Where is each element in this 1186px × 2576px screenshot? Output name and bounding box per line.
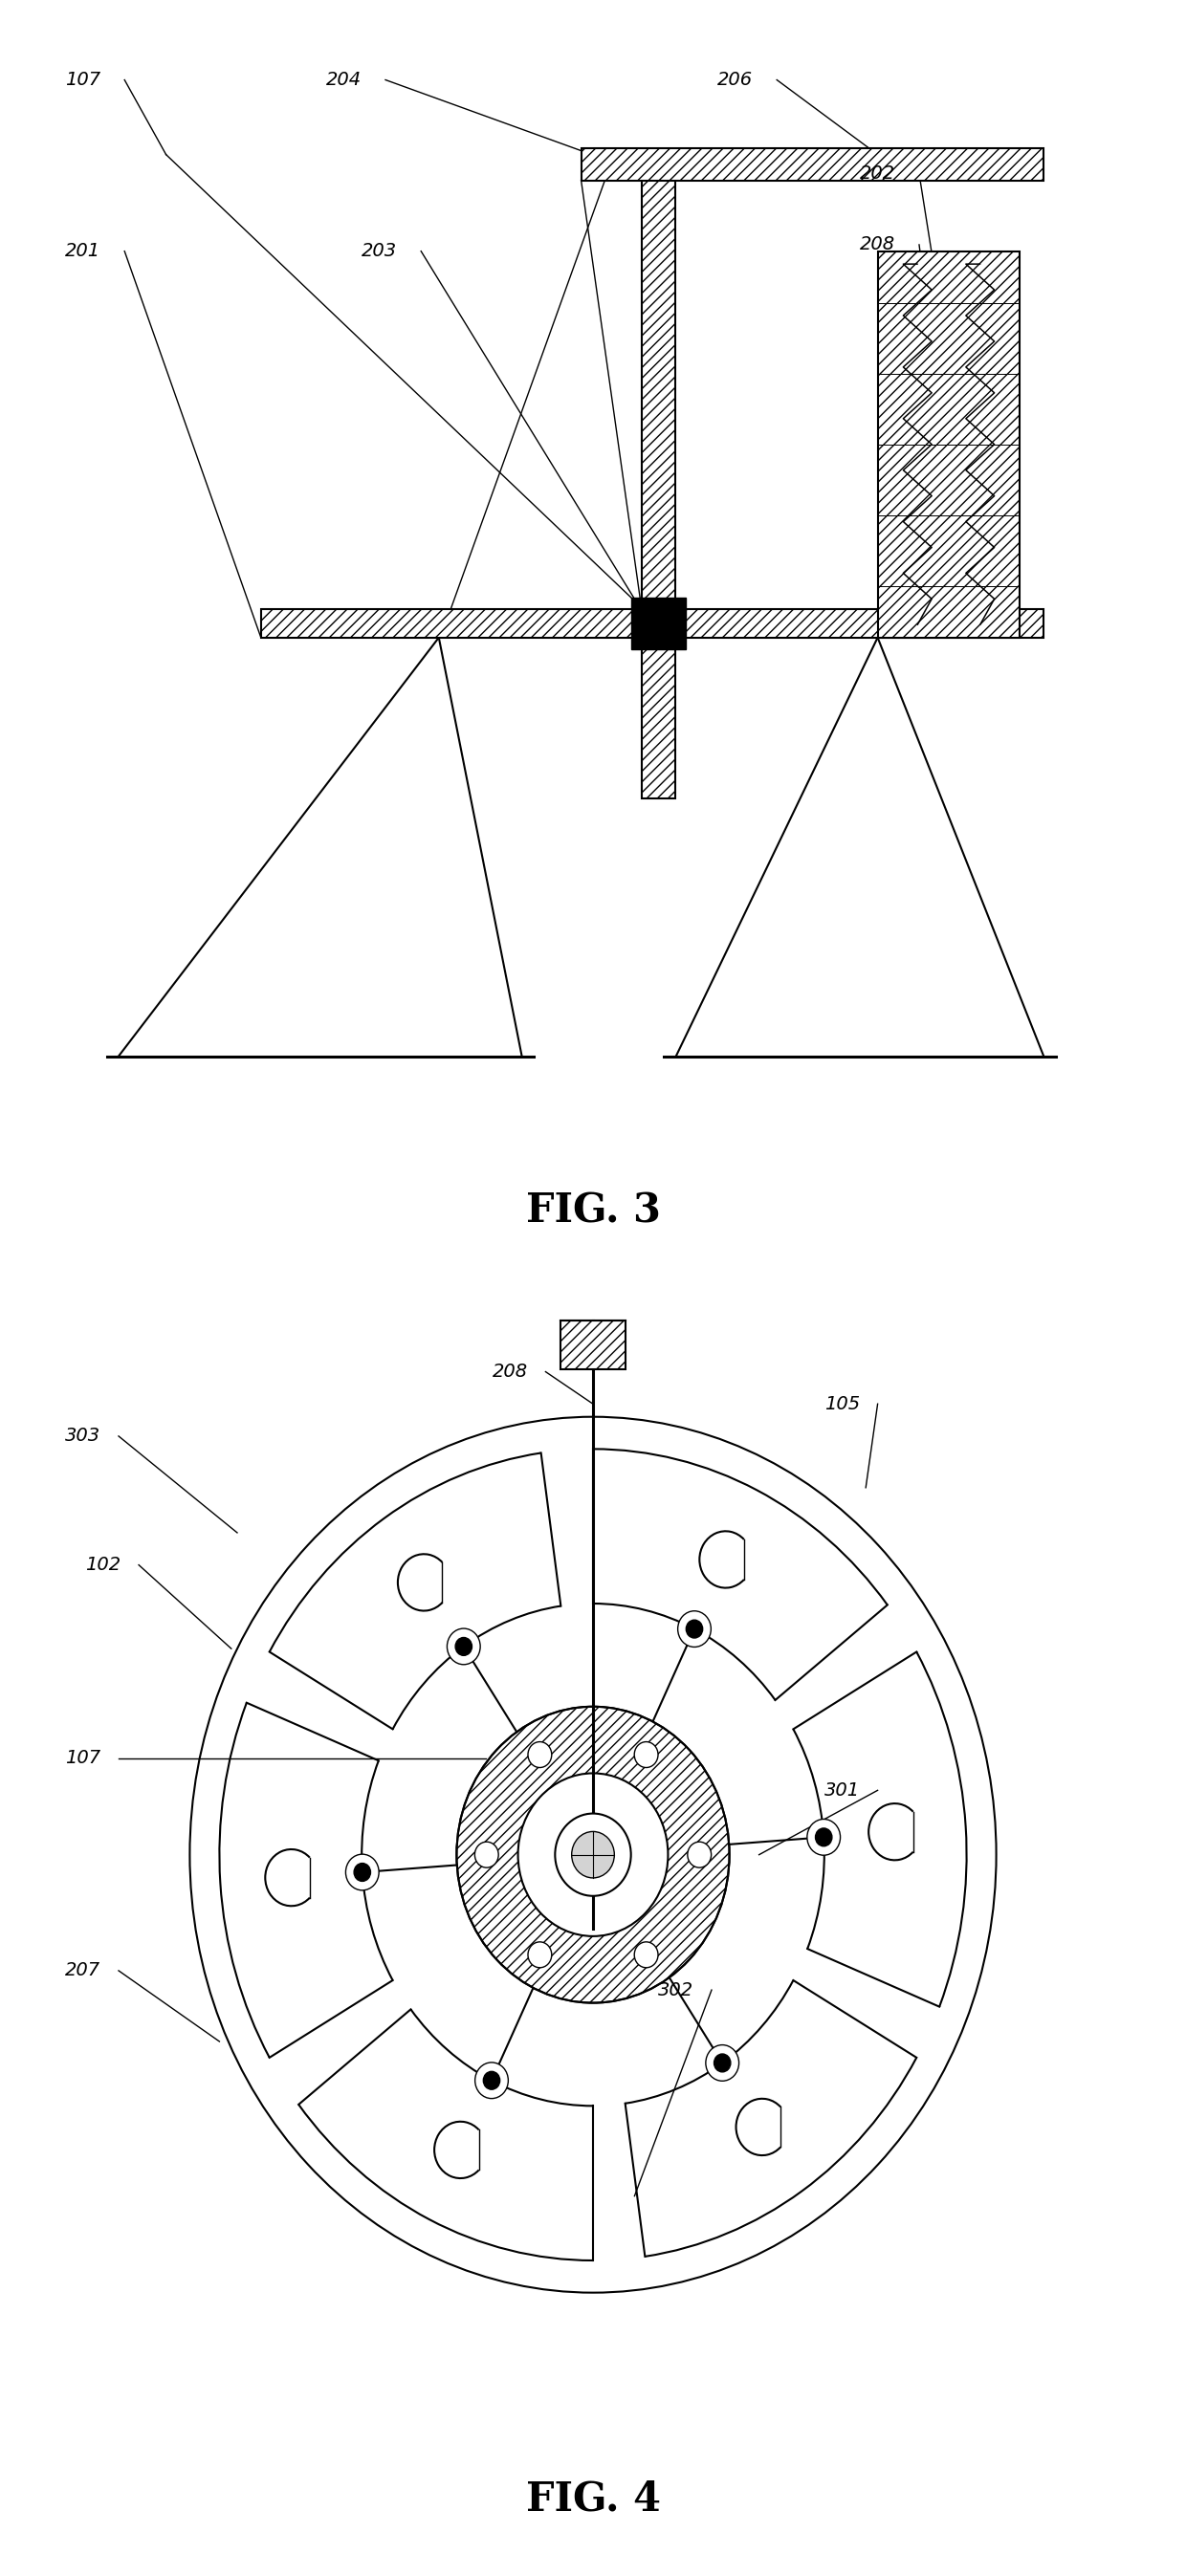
Text: 202: 202 <box>860 165 895 183</box>
Text: 201: 201 <box>65 242 101 260</box>
Circle shape <box>474 1842 498 1868</box>
Circle shape <box>476 2063 509 2099</box>
Circle shape <box>484 2071 500 2089</box>
Bar <box>878 252 1020 636</box>
Circle shape <box>808 1819 841 1855</box>
Bar <box>560 1319 626 1370</box>
Circle shape <box>714 2053 731 2071</box>
Circle shape <box>345 1855 378 1891</box>
Circle shape <box>528 1741 551 1767</box>
Text: 105: 105 <box>824 1394 860 1414</box>
Text: 208: 208 <box>860 234 895 255</box>
Circle shape <box>706 2045 739 2081</box>
Circle shape <box>518 1772 668 1937</box>
Text: 107: 107 <box>65 70 101 90</box>
Circle shape <box>572 1832 614 1878</box>
Text: FIG. 3: FIG. 3 <box>525 1190 661 1231</box>
Circle shape <box>635 1942 658 1968</box>
Text: FIG. 4: FIG. 4 <box>525 2478 661 2519</box>
Circle shape <box>528 1942 551 1968</box>
Circle shape <box>447 1628 480 1664</box>
Text: 302: 302 <box>658 1981 694 1999</box>
Bar <box>631 598 686 649</box>
Circle shape <box>353 1862 370 1880</box>
Text: 204: 204 <box>326 70 362 90</box>
Circle shape <box>635 1741 658 1767</box>
Text: 301: 301 <box>824 1780 860 1801</box>
Circle shape <box>455 1638 472 1656</box>
Bar <box>261 608 1044 636</box>
Circle shape <box>686 1620 702 1638</box>
Text: 102: 102 <box>85 1556 121 1574</box>
Circle shape <box>688 1842 712 1868</box>
Circle shape <box>457 1708 729 2004</box>
Circle shape <box>555 1814 631 1896</box>
Text: 207: 207 <box>65 1960 101 1981</box>
Text: 203: 203 <box>362 242 397 260</box>
Bar <box>581 147 1044 180</box>
Text: 206: 206 <box>718 70 753 90</box>
Bar <box>642 155 675 799</box>
Text: 208: 208 <box>492 1363 528 1381</box>
Circle shape <box>816 1829 833 1847</box>
Text: 303: 303 <box>65 1427 101 1445</box>
Circle shape <box>677 1610 710 1646</box>
Text: 107: 107 <box>65 1749 101 1767</box>
